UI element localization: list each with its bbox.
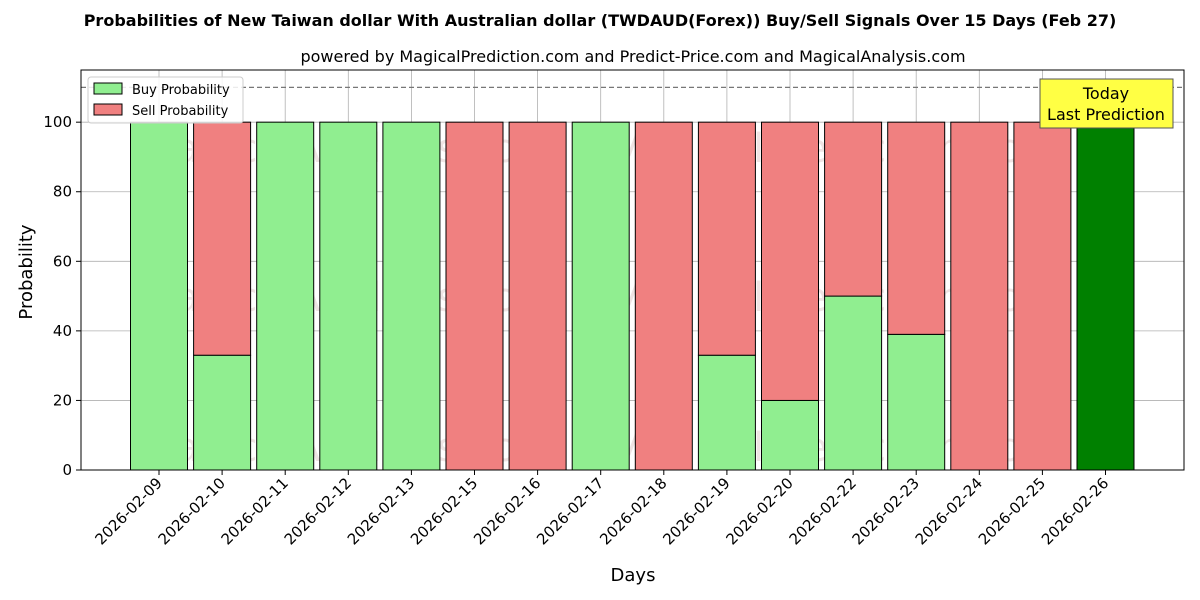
x-tick-label: 2026-02-11	[218, 474, 292, 548]
bar-sell-2026-02-22	[824, 121, 883, 297]
bar-buy-2026-02-23	[887, 333, 946, 471]
bars	[130, 121, 1135, 471]
x-tick-label: 2026-02-19	[659, 474, 733, 548]
y-axis-label: Probability	[16, 224, 37, 319]
y-tick-label: 40	[53, 322, 72, 340]
bar-buy-2026-02-26	[1076, 121, 1135, 471]
y-tick-label: 100	[43, 113, 72, 131]
x-axis-label: Days	[611, 565, 656, 586]
axes-frame	[80, 69, 1185, 471]
y-tick-label: 20	[53, 391, 72, 409]
bar-buy-2026-02-13	[382, 121, 441, 471]
bar-buy-2026-02-11	[256, 121, 315, 471]
bar-sell-2026-02-20	[761, 121, 819, 401]
bar-sell-2026-02-16	[508, 121, 567, 471]
x-tick-label: 2026-02-22	[786, 474, 860, 548]
x-tick-label: 2026-02-20	[722, 474, 796, 548]
last-prediction-label: Last Prediction	[1047, 105, 1165, 124]
x-tick-label: 2026-02-18	[596, 474, 670, 548]
legend: Buy Probability Sell Probability	[87, 76, 244, 124]
plot-area: MagicalAnalysis.comMagicalPrediction.com…	[43, 69, 1185, 548]
x-axis: 2026-02-092026-02-102026-02-112026-02-12…	[91, 470, 1112, 548]
x-tick-label: 2026-02-09	[91, 474, 165, 548]
bar-sell-2026-02-25	[1013, 121, 1072, 471]
bar-buy-2026-02-10	[193, 354, 252, 471]
bar-sell-2026-02-24	[950, 121, 1009, 471]
x-tick-label: 2026-02-15	[407, 474, 481, 548]
bar-buy-2026-02-22	[824, 295, 883, 471]
x-tick-label: 2026-02-24	[912, 474, 986, 548]
chart-subtitle: powered by MagicalPrediction.com and Pre…	[300, 47, 965, 66]
legend-label-sell: Sell Probability	[132, 104, 229, 119]
legend-box	[87, 76, 244, 124]
bar-sell-2026-02-18	[634, 121, 693, 471]
today-annotation-box	[1039, 78, 1174, 129]
y-tick-label: 0	[62, 461, 72, 479]
bar-sell-2026-02-15	[445, 121, 504, 471]
bar-buy-2026-02-12	[319, 121, 378, 471]
y-tick-label: 60	[53, 252, 72, 270]
x-tick-label: 2026-02-16	[470, 474, 544, 548]
x-tick-label: 2026-02-17	[533, 474, 607, 548]
y-tick-label: 80	[53, 183, 72, 201]
legend-swatch-sell	[93, 103, 123, 116]
x-tick-label: 2026-02-10	[155, 474, 229, 548]
bar-sell-2026-02-19	[697, 121, 756, 356]
bar-buy-2026-02-09	[130, 121, 188, 471]
today-label: Today	[1082, 84, 1129, 103]
x-tick-label: 2026-02-26	[1038, 474, 1112, 548]
x-tick-label: 2026-02-23	[849, 474, 923, 548]
chart-title: Probabilities of New Taiwan dollar With …	[84, 11, 1117, 30]
bar-buy-2026-02-20	[761, 399, 819, 471]
legend-label-buy: Buy Probability	[132, 83, 230, 98]
legend-swatch-buy	[93, 82, 123, 95]
x-tick-label: 2026-02-12	[281, 474, 355, 548]
bar-buy-2026-02-19	[697, 354, 756, 471]
x-tick-label: 2026-02-13	[344, 474, 418, 548]
bar-sell-2026-02-10	[193, 121, 252, 356]
x-tick-label: 2026-02-25	[975, 474, 1049, 548]
bar-buy-2026-02-17	[571, 121, 630, 471]
y-axis: 0 20 40 60 80 100	[43, 113, 81, 479]
today-annotation: Today Last Prediction	[1039, 78, 1174, 129]
bar-sell-2026-02-23	[887, 121, 946, 335]
